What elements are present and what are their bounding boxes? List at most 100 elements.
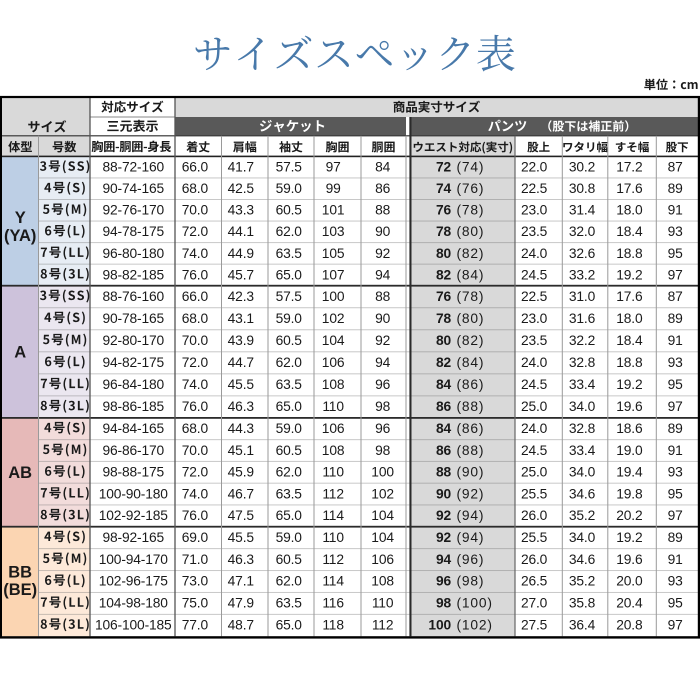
svg-text:98-92-165: 98-92-165 — [103, 530, 165, 545]
svg-text:74.0: 74.0 — [182, 377, 209, 392]
svg-text:47.5: 47.5 — [228, 508, 255, 523]
svg-text:92: 92 — [436, 508, 452, 523]
svg-text:86: 86 — [375, 181, 391, 196]
svg-text:88: 88 — [436, 465, 452, 480]
svg-text:33.4: 33.4 — [569, 443, 596, 458]
svg-text:97: 97 — [668, 399, 683, 414]
svg-text:74: 74 — [436, 181, 452, 196]
svg-text:80: 80 — [436, 333, 452, 348]
svg-text:20.4: 20.4 — [616, 596, 643, 611]
svg-text:43.9: 43.9 — [228, 333, 255, 348]
svg-text:90-78-165: 90-78-165 — [103, 311, 165, 326]
svg-text:102: 102 — [371, 486, 394, 501]
svg-text:90: 90 — [375, 224, 391, 239]
svg-text:19.2: 19.2 — [616, 267, 642, 282]
svg-text:110: 110 — [322, 530, 344, 545]
svg-text:(94): (94) — [457, 530, 485, 545]
svg-text:65.0: 65.0 — [276, 267, 303, 282]
svg-text:34.0: 34.0 — [569, 465, 596, 480]
svg-text:110: 110 — [322, 399, 344, 414]
svg-text:76: 76 — [436, 289, 452, 304]
svg-text:80: 80 — [436, 246, 452, 261]
svg-text:118: 118 — [322, 618, 344, 633]
svg-text:100: 100 — [428, 618, 451, 633]
svg-text:97: 97 — [668, 508, 683, 523]
svg-text:72.0: 72.0 — [182, 355, 209, 370]
svg-text:23.0: 23.0 — [521, 203, 548, 218]
svg-text:102-92-185: 102-92-185 — [99, 508, 169, 523]
svg-text:25.0: 25.0 — [521, 465, 548, 480]
svg-text:18.0: 18.0 — [616, 311, 643, 326]
svg-text:17.6: 17.6 — [616, 289, 643, 304]
svg-text:96-86-170: 96-86-170 — [103, 443, 165, 458]
svg-text:(102): (102) — [457, 618, 493, 633]
svg-text:36.4: 36.4 — [569, 618, 596, 633]
svg-text:94-82-175: 94-82-175 — [103, 355, 165, 370]
svg-text:87: 87 — [668, 289, 683, 304]
svg-text:62.0: 62.0 — [276, 224, 303, 239]
svg-text:74.0: 74.0 — [182, 486, 209, 501]
svg-text:108: 108 — [371, 574, 394, 589]
svg-text:24.5: 24.5 — [521, 267, 548, 282]
svg-text:47.1: 47.1 — [228, 574, 254, 589]
svg-text:31.6: 31.6 — [569, 311, 596, 326]
svg-text:22.5: 22.5 — [521, 181, 548, 196]
svg-text:63.5: 63.5 — [276, 486, 303, 501]
svg-text:77.0: 77.0 — [182, 618, 209, 633]
svg-text:114: 114 — [322, 508, 344, 523]
svg-text:31.0: 31.0 — [569, 289, 596, 304]
svg-text:87: 87 — [668, 160, 683, 175]
svg-text:24.5: 24.5 — [521, 377, 548, 392]
svg-text:91: 91 — [668, 203, 683, 218]
svg-text:43.1: 43.1 — [228, 311, 254, 326]
svg-text:112: 112 — [372, 618, 394, 633]
svg-text:68.0: 68.0 — [182, 421, 209, 436]
svg-text:82: 82 — [436, 355, 452, 370]
svg-text:63.5: 63.5 — [276, 377, 303, 392]
svg-text:24.0: 24.0 — [521, 355, 548, 370]
svg-text:22.0: 22.0 — [521, 160, 548, 175]
svg-text:104: 104 — [322, 333, 345, 348]
svg-text:(82): (82) — [457, 333, 485, 348]
svg-text:(80): (80) — [457, 224, 485, 239]
svg-text:93: 93 — [668, 224, 684, 239]
svg-text:BB: BB — [8, 563, 32, 581]
svg-text:94: 94 — [375, 355, 391, 370]
svg-text:73.0: 73.0 — [182, 574, 209, 589]
svg-text:30.8: 30.8 — [569, 181, 596, 196]
svg-text:82: 82 — [436, 267, 452, 282]
svg-text:116: 116 — [322, 596, 344, 611]
svg-text:33.4: 33.4 — [569, 377, 596, 392]
svg-text:44.3: 44.3 — [228, 421, 255, 436]
svg-text:(74): (74) — [457, 160, 485, 175]
svg-text:27.0: 27.0 — [521, 596, 548, 611]
svg-text:110: 110 — [322, 465, 344, 480]
svg-text:24.0: 24.0 — [521, 246, 548, 261]
svg-text:106-100-185: 106-100-185 — [95, 618, 172, 633]
svg-text:32.0: 32.0 — [569, 224, 596, 239]
svg-text:89: 89 — [668, 530, 684, 545]
svg-text:24.0: 24.0 — [521, 421, 548, 436]
svg-text:86: 86 — [436, 399, 452, 414]
svg-text:23.5: 23.5 — [521, 224, 548, 239]
svg-text:97: 97 — [326, 160, 341, 175]
svg-text:78: 78 — [436, 311, 452, 326]
svg-text:102: 102 — [322, 311, 345, 326]
svg-text:19.6: 19.6 — [616, 399, 643, 414]
svg-text:104: 104 — [371, 530, 394, 545]
svg-text:96-84-180: 96-84-180 — [103, 377, 165, 392]
svg-text:44.1: 44.1 — [228, 224, 254, 239]
svg-text:(88): (88) — [457, 399, 485, 414]
svg-text:19.4: 19.4 — [616, 465, 643, 480]
svg-text:99: 99 — [326, 181, 342, 196]
svg-text:34.6: 34.6 — [569, 486, 596, 501]
svg-text:48.7: 48.7 — [228, 618, 254, 633]
svg-text:20.0: 20.0 — [616, 574, 643, 589]
svg-text:70.0: 70.0 — [182, 333, 209, 348]
svg-text:76.0: 76.0 — [182, 399, 209, 414]
svg-text:20.8: 20.8 — [616, 618, 643, 633]
svg-text:(84): (84) — [457, 355, 485, 370]
svg-text:62.0: 62.0 — [276, 574, 303, 589]
svg-text:20.2: 20.2 — [616, 508, 642, 523]
svg-text:102-96-175: 102-96-175 — [99, 574, 169, 589]
